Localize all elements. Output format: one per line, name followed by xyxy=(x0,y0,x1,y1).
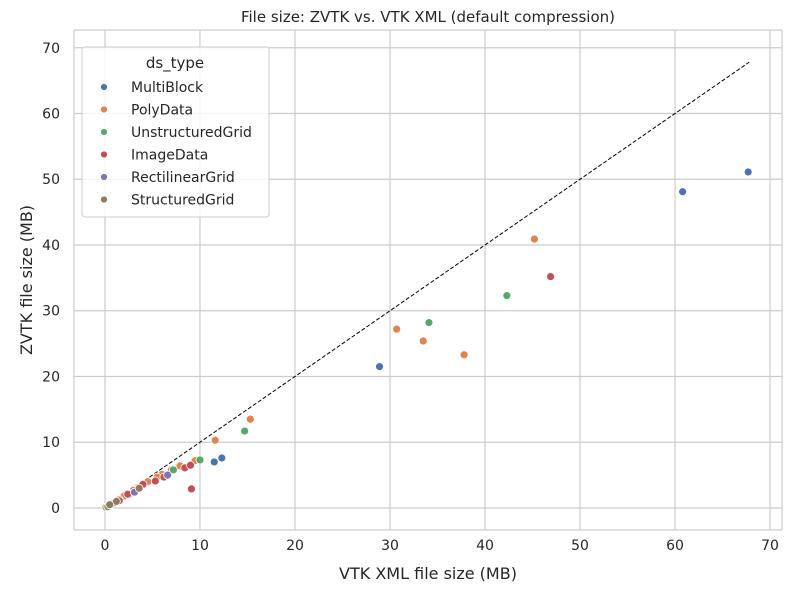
legend-marker xyxy=(100,128,108,136)
legend-title: ds_type xyxy=(146,54,204,73)
reference-line xyxy=(104,61,750,509)
y-tick-label: 50 xyxy=(42,172,60,188)
x-tick-label: 50 xyxy=(571,538,589,554)
x-tick-label: 20 xyxy=(286,538,304,554)
legend-box xyxy=(81,46,270,218)
y-tick-label: 10 xyxy=(42,435,60,451)
legend-entry: PolyData xyxy=(131,103,193,119)
data-point xyxy=(459,350,469,360)
grid xyxy=(74,30,782,530)
x-tick-label: 40 xyxy=(476,538,494,554)
data-point xyxy=(186,460,195,470)
legend-entry: RectilinearGrid xyxy=(131,170,235,186)
data-point xyxy=(530,234,539,244)
x-tick-label: 0 xyxy=(101,538,110,554)
x-tick-label: 30 xyxy=(381,538,399,554)
data-point xyxy=(134,483,144,493)
legend-entry: MultiBlock xyxy=(131,80,204,96)
y-tick-label: 40 xyxy=(42,238,60,254)
legend-entry: ImageData xyxy=(131,148,208,164)
legend-marker xyxy=(100,173,108,181)
data-point xyxy=(546,272,555,281)
data-point xyxy=(392,324,402,334)
series-polydata xyxy=(101,234,539,512)
y-ticks: 0 10 20 30 40 50 60 70 xyxy=(42,41,60,517)
legend-entry: StructuredGrid xyxy=(131,193,234,209)
x-tick-label: 60 xyxy=(666,538,684,554)
data-point xyxy=(418,336,428,346)
data-point xyxy=(210,435,220,445)
data-point xyxy=(187,484,196,494)
y-tick-label: 60 xyxy=(42,106,60,122)
data-point xyxy=(168,465,178,475)
chart-title: File size: ZVTK vs. VTK XML (default com… xyxy=(241,8,615,26)
y-tick-label: 20 xyxy=(42,369,60,385)
x-tick-label: 70 xyxy=(761,538,779,554)
plot-frame xyxy=(73,29,783,531)
data-point xyxy=(245,414,255,424)
legend-marker xyxy=(100,150,108,159)
data-point xyxy=(195,455,205,465)
x-tick-label: 10 xyxy=(191,538,209,554)
data-point xyxy=(150,476,160,486)
data-point xyxy=(217,453,227,463)
y-axis-label: ZVTK file size (MB) xyxy=(17,205,36,355)
x-ticks: 0 10 20 30 40 50 60 70 xyxy=(101,538,779,554)
data-point xyxy=(105,500,115,510)
y-tick-label: 70 xyxy=(42,41,60,57)
legend-marker xyxy=(100,195,108,204)
legend-marker xyxy=(100,83,108,91)
legend-marker xyxy=(100,105,108,114)
y-tick-label: 30 xyxy=(42,304,60,320)
series-structuredgrid xyxy=(105,483,144,510)
data-point xyxy=(424,318,434,327)
data-point xyxy=(240,426,250,436)
data-point xyxy=(743,167,753,177)
data-point xyxy=(163,470,173,480)
x-axis-label: VTK XML file size (MB) xyxy=(339,564,517,583)
legend: ds_type MultiBlock PolyData UnstructuredGr… xyxy=(81,46,270,218)
data-point xyxy=(209,457,219,467)
data-point xyxy=(375,362,384,372)
points xyxy=(101,167,753,512)
data-point xyxy=(678,187,688,197)
data-point xyxy=(502,291,512,301)
legend-entry: UnstructuredGrid xyxy=(131,125,252,141)
y-tick-label: 0 xyxy=(51,501,60,517)
